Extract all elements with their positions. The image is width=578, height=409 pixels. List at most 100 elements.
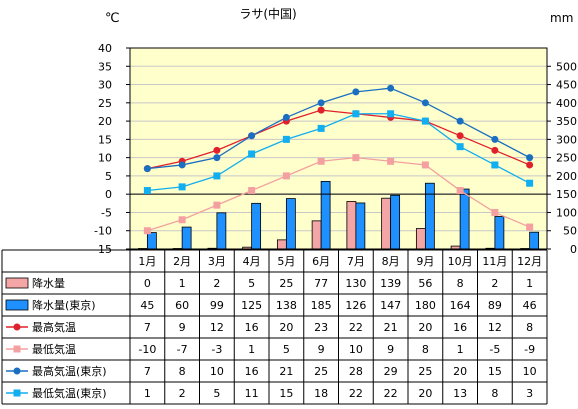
table-cell: 25 <box>314 365 328 378</box>
table-cell: 16 <box>245 321 259 334</box>
point <box>387 84 395 92</box>
table-cell: 20 <box>453 365 467 378</box>
point <box>387 110 395 118</box>
category-label: 8月 <box>382 255 400 268</box>
point <box>352 110 360 118</box>
table-cell: 5 <box>248 277 255 290</box>
bar <box>146 232 157 250</box>
point <box>421 99 429 107</box>
table-cell: 22 <box>384 387 398 400</box>
right-tick-label: 400 <box>556 97 577 110</box>
point <box>491 146 499 154</box>
plot-frame <box>129 47 548 250</box>
point <box>352 88 360 96</box>
point <box>282 135 290 143</box>
right-axis: 0 50 100 150 200 250 300 350 400 450 500 <box>547 60 577 256</box>
legend-marker <box>13 323 21 331</box>
left-tick-label: -10 <box>94 225 112 238</box>
point <box>178 183 186 191</box>
table-cell: 2 <box>179 387 186 400</box>
left-tick-label: 40 <box>98 42 112 55</box>
point <box>526 223 534 231</box>
point <box>213 146 221 154</box>
table-cell: 22 <box>349 321 363 334</box>
line-series <box>143 84 534 235</box>
table-cell: 5 <box>213 387 220 400</box>
table-cell: 10 <box>523 365 537 378</box>
category-label: 12月 <box>517 255 542 268</box>
point <box>421 117 429 125</box>
table-cell: 16 <box>453 321 467 334</box>
point <box>387 157 395 165</box>
left-tick-label: 25 <box>98 97 112 110</box>
right-tick-label: 250 <box>556 152 577 165</box>
bar <box>424 182 435 250</box>
category-label: 7月 <box>347 255 365 268</box>
point <box>526 154 534 162</box>
left-unit-label: ℃ <box>105 11 120 26</box>
point <box>456 187 464 195</box>
point <box>491 161 499 169</box>
left-tick-label: -5 <box>101 206 112 219</box>
bar <box>459 188 470 250</box>
table-cell: 2 <box>213 277 220 290</box>
right-tick-label: 500 <box>556 60 577 73</box>
table-cell: 7 <box>144 321 151 334</box>
series-name: 降水量 <box>32 276 65 290</box>
table-cell: 28 <box>349 365 363 378</box>
right-tick-label: 150 <box>556 188 577 201</box>
table-cell: 99 <box>210 299 224 312</box>
point <box>421 161 429 169</box>
table-cell: 1 <box>144 387 151 400</box>
table-cell: 8 <box>526 321 533 334</box>
left-tick-label: 30 <box>98 79 112 92</box>
point <box>213 172 221 180</box>
series-line <box>147 87 530 170</box>
bar <box>320 180 331 250</box>
left-tick-label: 5 <box>105 170 112 183</box>
series-name: 最低気温 <box>32 342 76 356</box>
table-cell: 7 <box>144 365 151 378</box>
right-tick-label: 350 <box>556 115 577 128</box>
point <box>526 161 534 169</box>
table-cell: 23 <box>314 321 328 334</box>
table-cell: 16 <box>245 365 259 378</box>
legend-swatch <box>5 277 29 289</box>
right-tick-label: 200 <box>556 170 577 183</box>
table-cell: 147 <box>380 299 401 312</box>
bar <box>276 239 287 250</box>
left-tick-label: 20 <box>98 115 112 128</box>
category-label: 5月 <box>277 255 295 268</box>
left-tick-label: 0 <box>105 188 112 201</box>
table-cell: 1 <box>526 277 533 290</box>
bar <box>381 197 392 250</box>
table-cell: 29 <box>384 365 398 378</box>
point <box>317 99 325 107</box>
table-cell: 1 <box>457 343 464 356</box>
point <box>317 124 325 132</box>
table-cell: -9 <box>524 343 535 356</box>
table-cell: 0 <box>144 277 151 290</box>
table-cell: 20 <box>418 321 432 334</box>
category-label: 1月 <box>138 255 156 268</box>
table-cell: 12 <box>488 321 502 334</box>
series-line <box>147 156 530 232</box>
point <box>213 201 221 209</box>
legend-marker <box>13 345 21 353</box>
table-cell: 125 <box>241 299 262 312</box>
table-cell: 45 <box>140 299 154 312</box>
point <box>143 187 151 195</box>
table-cell: 139 <box>380 277 401 290</box>
table-cell: 15 <box>279 387 293 400</box>
left-tick-label: 15 <box>98 133 112 146</box>
right-tick-label: 100 <box>556 206 577 219</box>
point <box>456 143 464 151</box>
table-cell: 22 <box>349 387 363 400</box>
table-cell: 130 <box>345 277 366 290</box>
table-cell: 9 <box>179 321 186 334</box>
bar <box>216 212 227 250</box>
table-cell: -10 <box>138 343 156 356</box>
point <box>352 154 360 162</box>
